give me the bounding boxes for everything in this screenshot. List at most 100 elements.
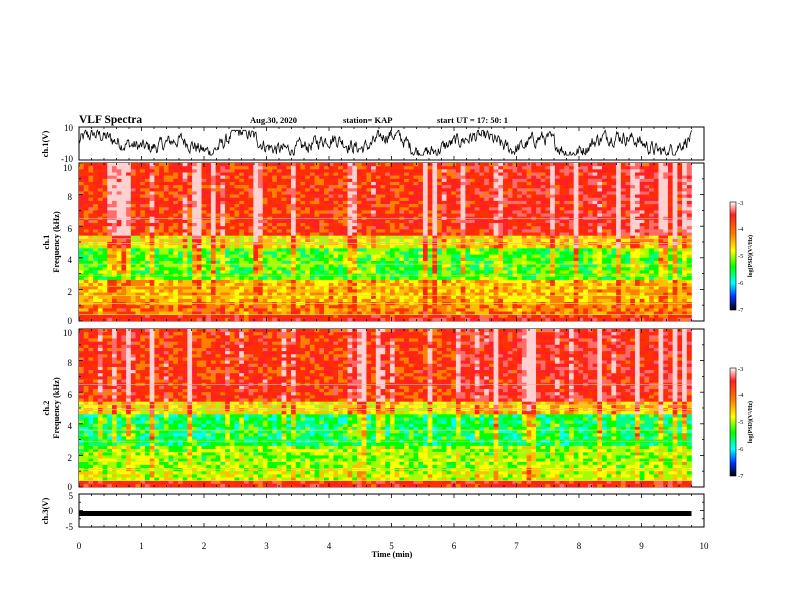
spectrogram-cell: [248, 181, 254, 186]
spectrogram-cell: [649, 219, 655, 224]
spectrogram-cell: [663, 235, 669, 240]
spectrogram-cell: [437, 257, 443, 262]
spectrogram-cell: [295, 194, 301, 199]
spectrogram-cell: [465, 219, 471, 224]
spectrogram-cell: [616, 210, 622, 214]
spectrogram-cell: [140, 185, 146, 189]
spectrogram-cell: [620, 276, 626, 281]
spectrogram-cell: [319, 169, 325, 173]
spectrogram-cell: [455, 207, 461, 211]
spectrogram-cell: [149, 197, 155, 202]
spectrogram-cell: [168, 226, 174, 230]
spectrogram-cell: [342, 264, 348, 268]
spectrogram-cell: [583, 181, 589, 186]
spectrogram-cell: [130, 251, 136, 255]
spectrogram-cell: [314, 279, 320, 284]
spectrogram-cell: [291, 178, 297, 183]
spectrogram-cell: [206, 200, 212, 205]
spectrogram-cell: [418, 248, 424, 252]
spectrogram-cell: [587, 270, 593, 274]
spectrogram-cell: [229, 223, 235, 227]
spectrogram-cell: [559, 276, 565, 281]
spectrogram-cell: [234, 213, 240, 218]
spectrogram-cell: [583, 166, 589, 170]
spectrogram-cell: [498, 264, 504, 268]
spectrogram-cell: [324, 204, 330, 208]
spectrogram-cell: [352, 188, 358, 192]
spectrogram-cell: [295, 178, 301, 183]
spectrogram-cell: [229, 169, 235, 173]
spectrogram-cell: [182, 238, 188, 243]
spectrogram-cell: [498, 200, 504, 205]
spectrogram-cell: [531, 270, 537, 274]
spectrogram-cell: [432, 204, 438, 208]
spectrogram-cell: [422, 175, 428, 180]
spectrogram-cell: [479, 194, 485, 199]
spectrogram-cell: [677, 232, 683, 236]
spectrogram-cell: [587, 200, 593, 205]
spectrogram-cell: [361, 264, 367, 268]
spectrogram-cell: [616, 204, 622, 208]
spectrogram-cell: [484, 267, 490, 271]
spectrogram-cell: [663, 191, 669, 195]
spectrogram-cell: [196, 181, 202, 186]
spectrogram-cell: [583, 207, 589, 211]
spectrogram-cell: [653, 169, 659, 173]
spectrogram-cell: [243, 200, 249, 205]
spectrogram-cell: [93, 175, 99, 180]
spectrogram-cell: [503, 267, 509, 271]
spectrogram-cell: [437, 178, 443, 183]
spectrogram-cell: [479, 254, 485, 259]
spectrogram-cell: [243, 213, 249, 218]
spectrogram-cell: [342, 232, 348, 236]
spectrogram-cell: [465, 235, 471, 240]
spectrogram-cell: [361, 270, 367, 274]
spectrogram-cell: [385, 191, 391, 195]
spectrogram-cell: [620, 238, 626, 243]
spectrogram-cell: [192, 245, 198, 249]
spectrogram-cell: [276, 204, 282, 208]
spectrogram-cell: [361, 223, 367, 227]
spectrogram-cell: [644, 264, 650, 268]
spectrogram-cell: [578, 232, 584, 236]
spectrogram-cell: [422, 238, 428, 243]
spectrogram-cell: [243, 166, 249, 170]
spectrogram-cell: [611, 166, 617, 170]
spectrogram-cell: [389, 185, 395, 189]
spectrogram-cell: [342, 251, 348, 255]
spectrogram-cell: [319, 210, 325, 214]
spectrogram-cell: [389, 210, 395, 214]
spectrogram-cell: [281, 251, 287, 255]
spectrogram-cell: [503, 229, 509, 233]
spectrogram-cell: [182, 210, 188, 214]
spectrogram-cell: [173, 245, 179, 249]
spectrogram-cell: [470, 194, 476, 199]
spectrogram-cell: [272, 267, 278, 271]
spectrogram-cell: [498, 172, 504, 176]
spectrogram-cell: [342, 213, 348, 218]
spectrogram-cell: [201, 248, 207, 252]
spectrogram-cell: [389, 279, 395, 284]
spectrogram-cell: [474, 219, 480, 224]
spectrogram-cell: [531, 245, 537, 249]
spectrogram-cell: [328, 166, 334, 170]
spectrogram-cell: [234, 178, 240, 183]
recording-date: Aug.30, 2020: [250, 115, 297, 125]
spectrogram-cell: [239, 245, 245, 249]
spectrogram-cell: [276, 219, 282, 224]
spectrogram-cell: [295, 172, 301, 176]
spectrogram-cell: [225, 254, 231, 259]
spectrogram-cell: [644, 219, 650, 224]
spectrogram-cell: [173, 248, 179, 252]
spectrogram-cell: [291, 181, 297, 186]
spectrogram-cell: [677, 257, 683, 262]
spectrogram-cell: [578, 223, 584, 227]
spectrogram-cell: [305, 169, 311, 173]
spectrogram-cell: [569, 175, 575, 180]
spectrogram-cell: [135, 181, 141, 186]
spectrogram-cell: [182, 175, 188, 180]
spectrogram-cell: [573, 166, 579, 170]
spectrogram-cell: [206, 260, 212, 265]
spectrogram-cell: [451, 204, 457, 208]
spectrogram-cell: [470, 276, 476, 281]
